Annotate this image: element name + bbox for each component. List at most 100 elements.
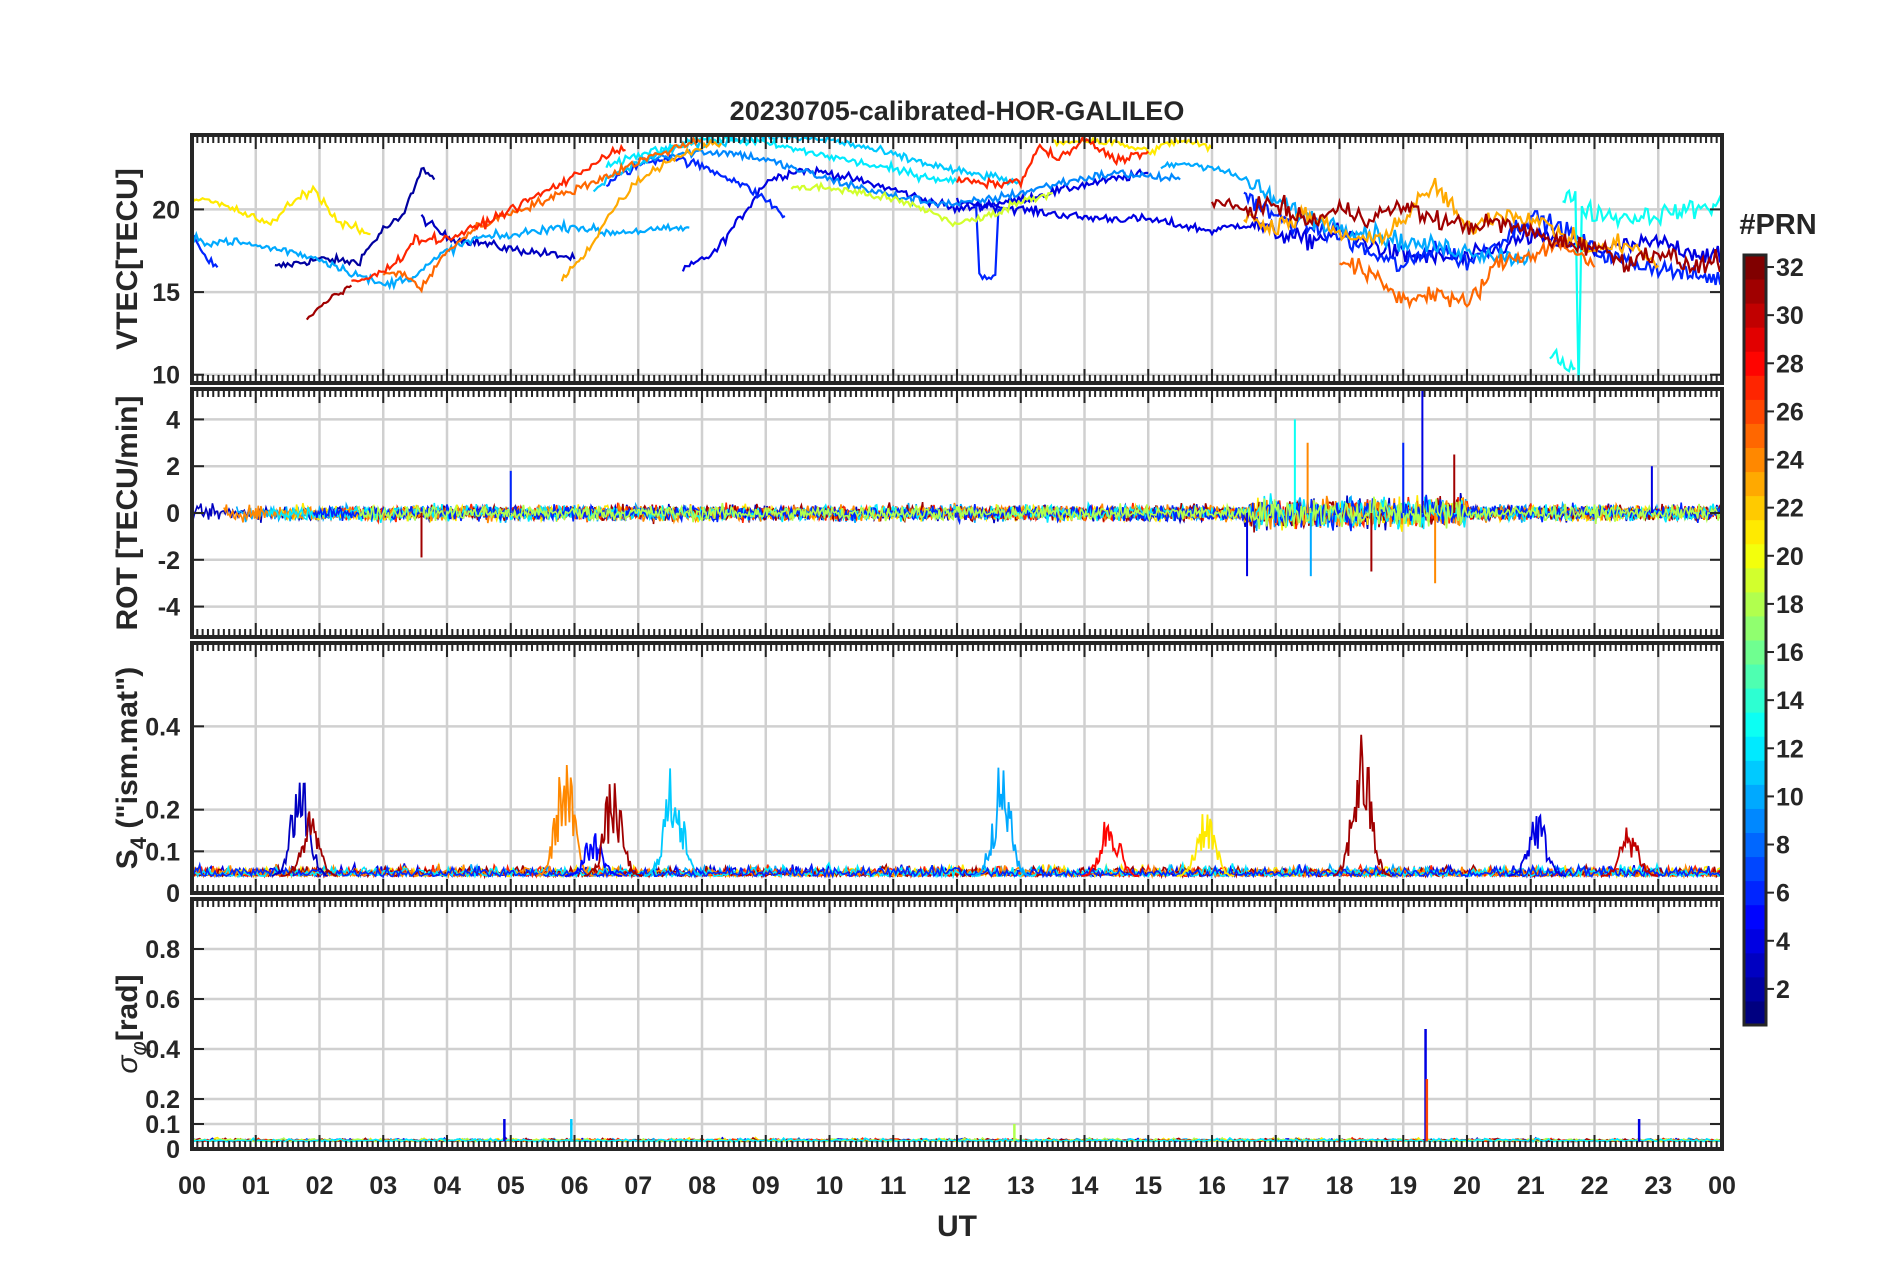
vtec-line-prn-31 — [1210, 194, 1722, 275]
rot-y-tick-label: 0 — [166, 500, 180, 528]
panel-rot: -4 -2 0 2 4 ROT [TECU/min] — [111, 387, 1724, 639]
vtec-series — [192, 135, 1722, 383]
colorbar-swatch — [1744, 423, 1766, 448]
vtec-line-prn-4 — [681, 165, 1149, 272]
s4-y-tick-label: 0 — [166, 880, 180, 908]
s4-y-label-sub: 4 — [126, 836, 151, 849]
vtec-line-prn-6 — [605, 153, 786, 219]
colorbar-swatch — [1744, 591, 1766, 617]
x-tick-label: 13 — [1007, 1172, 1035, 1200]
s4-burst — [564, 833, 623, 878]
x-tick-label: 21 — [1517, 1172, 1545, 1200]
vtec-line-prn-9 — [637, 148, 1181, 208]
colorbar-tick-label: 28 — [1776, 350, 1804, 378]
colorbar-swatch — [1744, 471, 1766, 497]
vtec-line-prn-6 — [192, 233, 219, 268]
vtec-line-prn-25 — [1339, 236, 1596, 310]
x-tick-labels: 00 01 02 03 04 05 06 07 08 09 10 11 12 13 14 15 16 17 18 19… — [178, 1172, 1736, 1200]
s4-y-ticks: 0 0.1 0.2 0.4 — [145, 713, 180, 908]
x-tick-label: 06 — [561, 1172, 589, 1200]
colorbar-swatch — [1744, 447, 1766, 473]
s4-burst — [271, 782, 328, 877]
x-tick-label: 09 — [752, 1172, 780, 1200]
s4-line-prn-6 — [192, 861, 1721, 879]
colorbar-frame — [1742, 253, 1768, 1027]
vtec-line-prn-10 — [1160, 160, 1532, 268]
vtec-line-prn-12 — [605, 135, 958, 186]
colorbar-swatch — [1744, 303, 1766, 328]
s4-burst — [536, 764, 594, 877]
vtec-y-label: VTEC[TECU] — [111, 168, 144, 350]
x-tick-label: 05 — [497, 1172, 525, 1200]
colorbar-tick-label: 12 — [1776, 735, 1804, 763]
sigma-phi-grid — [190, 899, 1724, 1151]
vtec-line-prn-21 — [192, 184, 371, 236]
vtec-line-prn-3 — [420, 214, 576, 262]
x-tick-label: 14 — [1071, 1172, 1099, 1200]
colorbar-tick-label: 10 — [1776, 783, 1804, 811]
sigma_phi-y-tick-label: 0.2 — [145, 1086, 180, 1114]
sigma-phi-axes — [190, 897, 1724, 1151]
rot-series — [192, 389, 1722, 584]
s4-burst — [1600, 827, 1659, 877]
x-tick-label: 23 — [1644, 1172, 1672, 1200]
rot-line-prn-18 — [357, 496, 1722, 530]
colorbar-swatch — [1744, 808, 1766, 833]
vtec-line-prn-13 — [1562, 188, 1722, 383]
s4-burst — [1332, 734, 1391, 877]
colorbar-swatch — [1744, 640, 1766, 665]
x-tick-label: 12 — [943, 1172, 971, 1200]
sigma_phi-y-tick-label: 0.1 — [145, 1111, 180, 1139]
rot-y-label: ROT [TECU/min] — [111, 396, 144, 631]
s4-y-tick-label: 0.1 — [145, 838, 180, 866]
vtec-line-prn-13 — [1549, 347, 1576, 373]
s4-burst — [583, 783, 642, 877]
panel-sigma-phi: 00.10.2 0.4 0.6 0.8 σφ[rad] — [111, 897, 1724, 1164]
x-tick-label: 01 — [242, 1172, 270, 1200]
colorbar-swatch — [1744, 664, 1766, 689]
x-tick-label: 00 — [1708, 1172, 1736, 1200]
vtec-line-prn-31 — [305, 284, 353, 321]
s4-y-tick-label: 0.2 — [145, 797, 180, 825]
colorbar-swatch — [1744, 736, 1766, 761]
colorbar-swatch — [1744, 375, 1766, 400]
x-tick-label: 04 — [433, 1172, 461, 1200]
chart-title: 20230705-calibrated-HOR-GALILEO — [730, 96, 1185, 126]
vtec-line-prn-19 — [790, 181, 1053, 228]
rot-y-tick-label: -4 — [158, 594, 180, 622]
panel-vtec: 10 15 20 VTEC[TECU] — [111, 133, 1724, 390]
colorbar-swatch — [1744, 399, 1766, 424]
x-tick-label: 11 — [880, 1172, 907, 1200]
rot-line-prn-12 — [267, 493, 1722, 530]
colorbar-swatch — [1744, 688, 1766, 713]
s4-series — [192, 734, 1721, 880]
s4-grid — [190, 643, 1724, 895]
s4-burst — [281, 811, 338, 877]
sigma-phi-y-label-rest: [rad] — [111, 974, 144, 1041]
colorbar-swatch — [1744, 880, 1766, 906]
x-tick-label: 00 — [178, 1172, 206, 1200]
rot-y-tick-label: 4 — [166, 406, 180, 434]
sigma_phi-y-tick-label: 0.8 — [145, 936, 180, 964]
s4-y-label: S4 ("ism.mat") — [111, 667, 151, 869]
sigma-phi-y-label-sub: φ — [126, 1041, 151, 1055]
colorbar-tick-label: 22 — [1776, 495, 1804, 523]
x-tick-label: 22 — [1581, 1172, 1609, 1200]
colorbar-tick-label: 20 — [1776, 543, 1804, 571]
colorbar-swatch — [1744, 976, 1766, 1002]
x-tick-label: 10 — [816, 1172, 844, 1200]
vtec-y-ticks: 10 15 20 — [152, 196, 180, 389]
s4-y-label-main: S — [111, 849, 144, 869]
x-tick-label: 20 — [1453, 1172, 1481, 1200]
colorbar-tick-label: 2 — [1776, 976, 1790, 1004]
vtec-line-prn-25 — [382, 135, 703, 294]
sigma-phi-y-ticks: 00.10.2 0.4 0.6 0.8 — [145, 936, 180, 1164]
x-tick-label: 07 — [624, 1172, 652, 1200]
colorbar-swatch — [1744, 832, 1766, 858]
colorbar-swatch — [1744, 952, 1766, 978]
vtec-line-prn-23 — [560, 138, 723, 282]
colorbar-tick-label: 16 — [1776, 639, 1804, 667]
colorbar-swatch — [1744, 856, 1766, 882]
